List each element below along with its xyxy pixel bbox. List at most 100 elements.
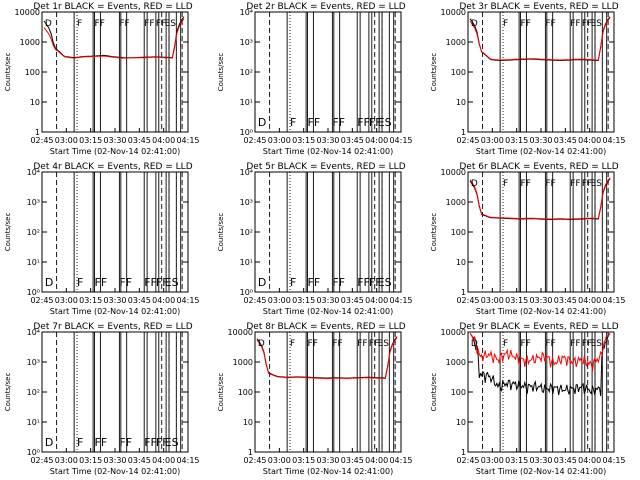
x-tick-label: 03:30 [103, 296, 126, 305]
marker-letter: FF [156, 276, 169, 289]
x-tick-label: 04:00 [365, 296, 388, 305]
panel-title: Det 7r BLACK = Events, RED = LLD [33, 322, 192, 332]
y-tick-label: 10¹ [27, 418, 40, 427]
x-tick-label: 03:30 [103, 136, 126, 145]
x-axis-label: Start Time (02-Nov-14 02:41:00) [50, 467, 180, 476]
y-axis-label: Counts/sec [4, 373, 12, 412]
x-tick-label: 03:45 [554, 296, 577, 305]
x-tick-label: 02:45 [456, 136, 479, 145]
x-axis-label: Start Time (02-Nov-14 02:41:00) [263, 147, 393, 156]
y-tick-label: 10 [456, 98, 466, 107]
y-axis-label: Counts/sec [430, 213, 438, 252]
panel-title: Det 6r BLACK = Events, RED = LLD [459, 162, 618, 172]
y-tick-label: 1 [461, 128, 466, 137]
marker-letter: FF [582, 19, 592, 29]
x-axis-label: Start Time (02-Nov-14 02:41:00) [50, 307, 180, 316]
y-tick-label: 10000 [441, 8, 466, 17]
x-tick-label: 03:15 [292, 296, 315, 305]
x-tick-label: 04:00 [152, 456, 175, 465]
marker-letter: ES [591, 339, 603, 349]
x-axis-label: Start Time (02-Nov-14 02:41:00) [476, 307, 606, 316]
x-axis-label: Start Time (02-Nov-14 02:41:00) [50, 147, 180, 156]
y-tick-label: 10 [456, 258, 466, 267]
x-tick-label: 03:45 [128, 136, 151, 145]
marker-letter: FF [545, 339, 555, 349]
x-tick-label: 03:00 [268, 296, 291, 305]
y-tick-label: 10000 [15, 8, 40, 17]
marker-letter: D [258, 276, 266, 289]
y-axis-label: Counts/sec [430, 53, 438, 92]
x-tick-label: 02:45 [243, 136, 266, 145]
x-tick-label: 03:00 [481, 136, 504, 145]
marker-letter: FF [156, 19, 166, 29]
marker-letter: ES [591, 19, 603, 29]
x-tick-label: 04:00 [365, 456, 388, 465]
x-tick-label: 03:15 [292, 136, 315, 145]
y-tick-label: 100 [451, 228, 466, 237]
x-tick-label: 03:00 [268, 136, 291, 145]
marker-letter: D [471, 179, 478, 189]
x-tick-label: 03:30 [316, 136, 339, 145]
marker-letter: D [471, 19, 478, 29]
marker-letter: F [503, 339, 508, 349]
x-tick-label: 03:15 [79, 296, 102, 305]
y-tick-label: 100 [451, 68, 466, 77]
x-tick-label: 02:45 [243, 456, 266, 465]
marker-letter: ES [378, 116, 392, 129]
marker-letter: FF [369, 116, 382, 129]
marker-letter: ES [165, 276, 179, 289]
x-tick-label: 04:15 [176, 296, 199, 305]
y-tick-label: 1 [461, 288, 466, 297]
marker-letter: FF [95, 19, 105, 29]
marker-letter: FF [521, 19, 531, 29]
x-tick-label: 02:45 [30, 296, 53, 305]
y-tick-label: 10⁰ [240, 288, 253, 297]
marker-letter: F [290, 339, 295, 349]
x-tick-label: 04:00 [578, 136, 601, 145]
x-tick-label: 04:15 [389, 296, 412, 305]
y-tick-label: 10¹ [240, 258, 253, 267]
x-tick-label: 03:45 [554, 456, 577, 465]
x-tick-label: 03:15 [505, 296, 528, 305]
x-tick-label: 03:15 [79, 136, 102, 145]
marker-letter: FF [570, 179, 580, 189]
marker-letter: ES [378, 339, 390, 349]
x-axis-label: Start Time (02-Nov-14 02:41:00) [476, 467, 606, 476]
x-tick-label: 03:15 [292, 456, 315, 465]
panel-title: Det 9r BLACK = Events, RED = LLD [459, 322, 618, 332]
y-tick-label: 10³ [27, 198, 40, 207]
y-tick-label: 10³ [240, 38, 253, 47]
x-tick-label: 04:00 [578, 456, 601, 465]
marker-letter: F [77, 19, 82, 29]
x-tick-label: 03:45 [341, 456, 364, 465]
marker-letter: FF [582, 339, 592, 349]
marker-letter: F [290, 116, 296, 129]
x-tick-label: 04:15 [176, 136, 199, 145]
y-axis-label: Counts/sec [217, 213, 225, 252]
marker-letter: FF [570, 339, 580, 349]
marker-letter: FF [119, 19, 129, 29]
marker-letter: FF [332, 339, 342, 349]
panel-title: Det 3r BLACK = Events, RED = LLD [459, 2, 618, 12]
y-tick-label: 100 [451, 388, 466, 397]
marker-letter: FF [369, 276, 382, 289]
y-tick-label: 1 [35, 128, 40, 137]
marker-letter: FF [582, 179, 592, 189]
marker-letter: F [290, 276, 296, 289]
y-tick-label: 10³ [240, 198, 253, 207]
y-axis-label: Counts/sec [4, 213, 12, 252]
marker-letter: D [45, 19, 52, 29]
x-tick-label: 03:30 [529, 136, 552, 145]
marker-letter: F [503, 179, 508, 189]
y-tick-label: 10 [30, 98, 40, 107]
marker-letter: D [471, 339, 478, 349]
panel-title: Det 2r BLACK = Events, RED = LLD [246, 2, 405, 12]
series-lld-red [469, 333, 611, 372]
marker-letter: FF [357, 276, 370, 289]
marker-letter: FF [570, 19, 580, 29]
x-tick-label: 03:45 [341, 296, 364, 305]
